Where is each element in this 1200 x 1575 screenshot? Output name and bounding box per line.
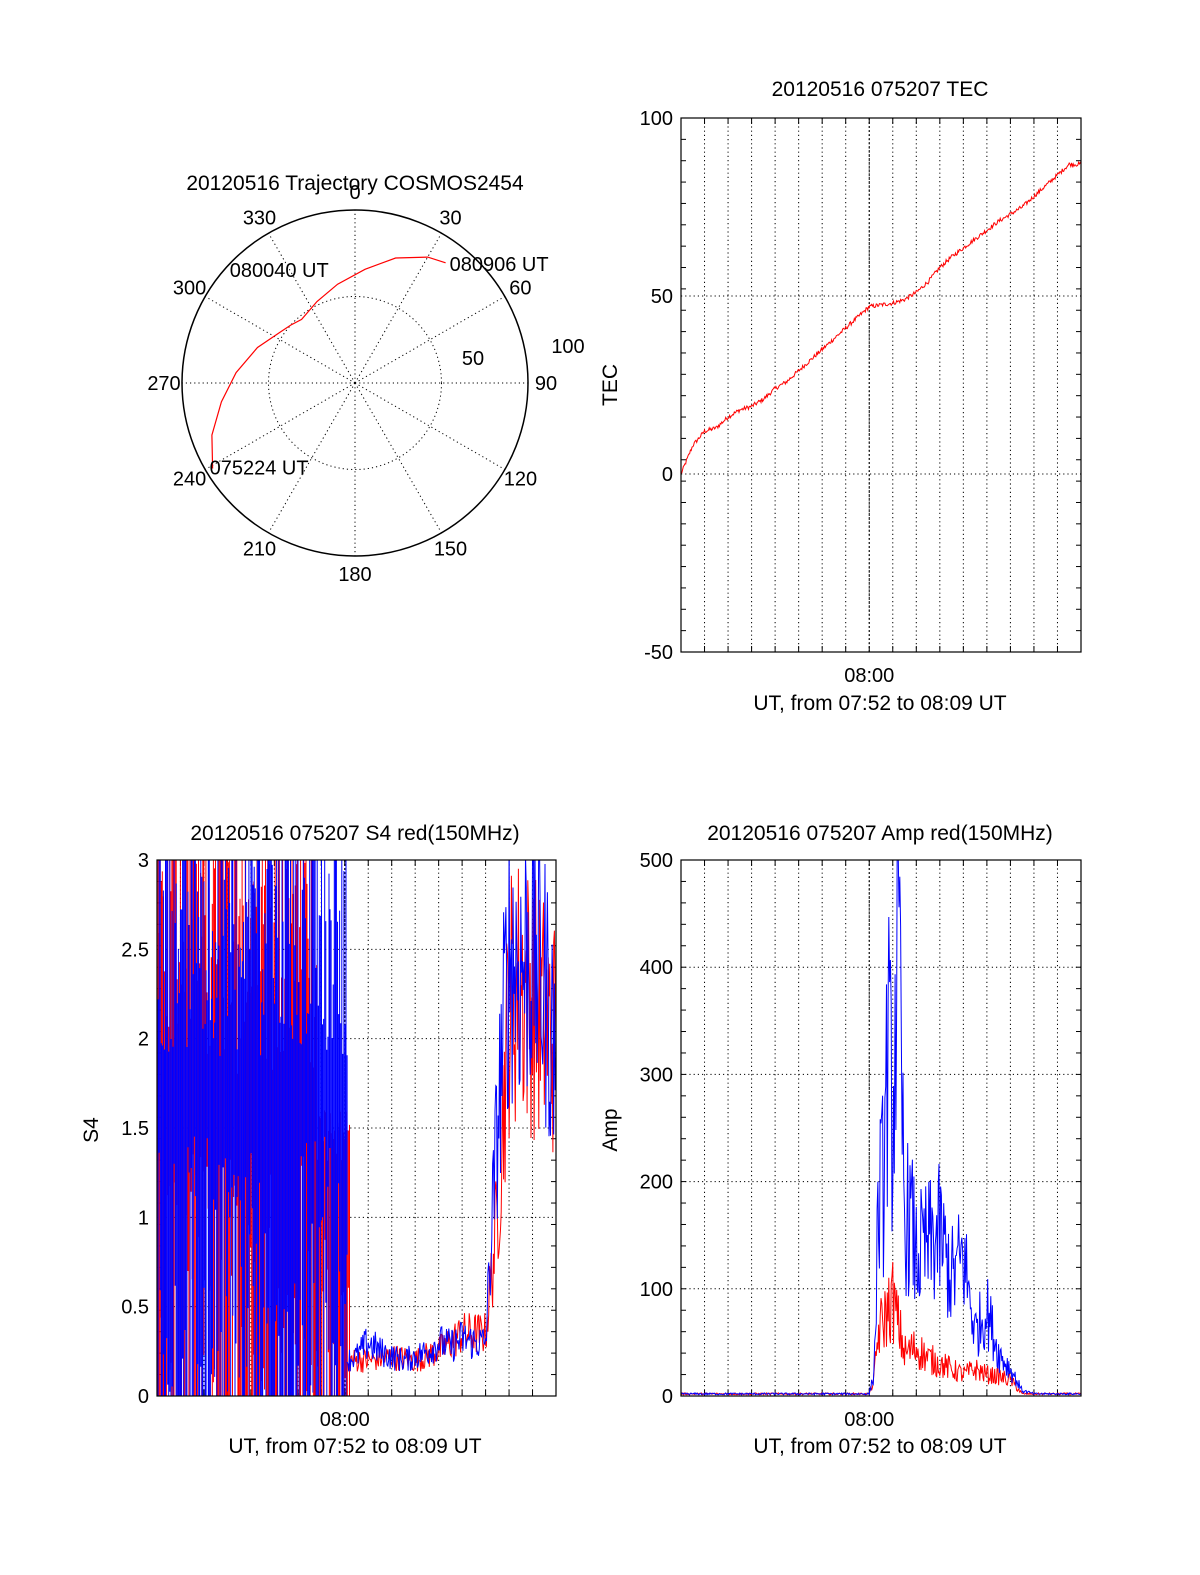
y-axis-label: Amp <box>599 1108 622 1151</box>
amp-chart: 20120516 075207 Amp red(150MHz) UT, from… <box>599 822 1082 1458</box>
y-tick-label: 500 <box>640 850 673 872</box>
azimuth-label: 120 <box>504 469 537 491</box>
y-tick-label: 0 <box>138 1386 149 1408</box>
tec-chart: 20120516 075207 TEC UT, from 07:52 to 08… <box>599 78 1082 715</box>
y-tick-label: 1 <box>138 1207 149 1229</box>
polar-spoke <box>204 382 356 470</box>
azimuth-label: 180 <box>338 564 371 586</box>
series-noise-1 <box>157 860 348 1396</box>
polar-grid-circle <box>268 296 442 470</box>
azimuth-label: 90 <box>535 373 557 395</box>
polar-spoke <box>354 296 506 384</box>
y-tick-label: 50 <box>651 286 673 308</box>
chart-title: 20120516 075207 S4 red(150MHz) <box>190 822 519 845</box>
series-layer <box>681 160 1081 474</box>
plot-frame <box>680 117 1082 653</box>
y-tick-label: 2.5 <box>121 939 149 961</box>
x-axis-label: UT, from 07:52 to 08:09 UT <box>753 692 1006 715</box>
chart-title: 20120516 Trajectory COSMOS2454 <box>186 172 524 195</box>
azimuth-label: 60 <box>509 278 531 300</box>
trajectory-annotation: 080906 UT <box>450 254 549 276</box>
y-tick-label: 3 <box>138 850 149 872</box>
trajectory-line <box>211 256 446 469</box>
radial-label: 100 <box>551 336 584 358</box>
y-axis-label: TEC <box>599 364 622 406</box>
y-tick-label: 0 <box>662 464 673 486</box>
x-axis-label: UT, from 07:52 to 08:09 UT <box>228 1435 481 1458</box>
trajectory-annotation: 075224 UT <box>210 458 309 480</box>
x-tick-label: 08:00 <box>844 1409 894 1431</box>
series-line-0 <box>681 1261 1081 1396</box>
series-line-0 <box>681 160 1081 474</box>
y-tick-label: -50 <box>644 642 673 664</box>
series-line-1 <box>346 860 556 1372</box>
x-tick-label: 08:00 <box>320 1409 370 1431</box>
y-tick-label: 0.5 <box>121 1297 149 1319</box>
chart-title: 20120516 075207 TEC <box>772 78 989 101</box>
s4-chart: 20120516 075207 S4 red(150MHz) UT, from … <box>80 822 557 1458</box>
y-axis-label: S4 <box>80 1117 103 1143</box>
y-tick-label: 100 <box>640 1279 673 1301</box>
polar-trajectory-chart: 20120516 Trajectory COSMOS2454 0 30 60 90 12… <box>147 172 584 586</box>
polar-spoke <box>354 232 442 384</box>
plot-frame <box>156 859 557 1397</box>
polar-spoke <box>204 296 356 384</box>
radial-label: 50 <box>462 348 484 370</box>
x-tick-label: 08:00 <box>844 665 894 687</box>
azimuth-label: 270 <box>147 373 180 395</box>
azimuth-label: 300 <box>173 278 206 300</box>
y-tick-label: 1.5 <box>121 1118 149 1140</box>
y-tick-label: 100 <box>640 108 673 130</box>
x-axis-label: UT, from 07:52 to 08:09 UT <box>753 1435 1006 1458</box>
y-tick-label: 300 <box>640 1064 673 1086</box>
series-layer <box>681 860 1081 1396</box>
y-tick-label: 400 <box>640 957 673 979</box>
azimuth-label: 30 <box>439 208 461 230</box>
azimuth-label: 0 <box>349 182 360 204</box>
plot-frame <box>680 859 1082 1397</box>
y-tick-label: 2 <box>138 1029 149 1051</box>
trajectory-annotation: 080040 UT <box>230 260 329 282</box>
series-layer <box>157 860 556 1396</box>
azimuth-label: 240 <box>173 469 206 491</box>
y-tick-label: 200 <box>640 1172 673 1194</box>
azimuth-label: 330 <box>243 208 276 230</box>
chart-title: 20120516 075207 Amp red(150MHz) <box>707 822 1053 845</box>
series-line-1 <box>681 860 1081 1396</box>
y-tick-label: 0 <box>662 1386 673 1408</box>
polar-spoke <box>354 382 506 470</box>
azimuth-label: 210 <box>243 538 276 560</box>
polar-spoke <box>354 382 442 534</box>
azimuth-label: 150 <box>434 538 467 560</box>
